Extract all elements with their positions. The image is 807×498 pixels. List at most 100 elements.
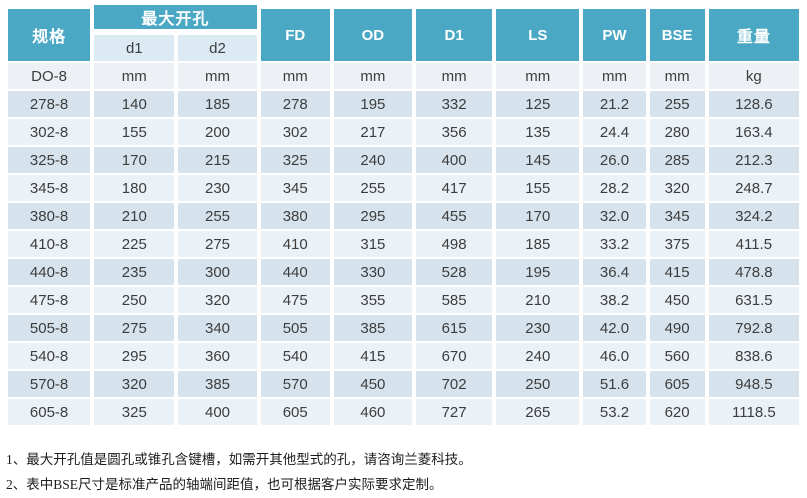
header-pw: PW xyxy=(583,9,646,61)
value-cell: 385 xyxy=(333,315,412,341)
value-cell: 460 xyxy=(333,399,412,425)
value-cell: 140 xyxy=(94,91,175,117)
value-cell: 1118.5 xyxy=(708,399,799,425)
value-cell: mm xyxy=(260,63,330,89)
value-cell: 702 xyxy=(416,371,493,397)
value-cell: 250 xyxy=(496,371,580,397)
value-cell: 315 xyxy=(333,231,412,257)
value-cell: 727 xyxy=(416,399,493,425)
value-cell: 33.2 xyxy=(583,231,646,257)
value-cell: 455 xyxy=(416,203,493,229)
value-cell: 248.7 xyxy=(708,175,799,201)
value-cell: 145 xyxy=(496,147,580,173)
value-cell: 325 xyxy=(260,147,330,173)
table-row: 475-8 250 320 475 355 585 210 38.2 450 631.5 xyxy=(8,287,799,313)
header-spec: 规格 xyxy=(8,9,91,61)
value-cell: 225 xyxy=(94,231,175,257)
value-cell: 345 xyxy=(649,203,705,229)
value-cell: 838.6 xyxy=(708,343,799,369)
spec-cell: 410-8 xyxy=(8,231,91,257)
value-cell: 478.8 xyxy=(708,259,799,285)
spec-cell: 302-8 xyxy=(8,119,91,145)
value-cell: 528 xyxy=(416,259,493,285)
value-cell: 415 xyxy=(649,259,705,285)
spec-cell: 570-8 xyxy=(8,371,91,397)
value-cell: 360 xyxy=(178,343,257,369)
value-cell: 51.6 xyxy=(583,371,646,397)
value-cell: 240 xyxy=(496,343,580,369)
spec-cell: 278-8 xyxy=(8,91,91,117)
header-row-2: d1 d2 xyxy=(8,35,799,61)
value-cell: 163.4 xyxy=(708,119,799,145)
table-row: 605-8 325 400 605 460 727 265 53.2 620 1118.5 xyxy=(8,399,799,425)
footnote-2: 2、表中BSE尺寸是标准产品的轴端间距值，也可根据客户实际要求定制。 xyxy=(6,477,443,492)
value-cell: 325 xyxy=(94,399,175,425)
value-cell: 195 xyxy=(333,91,412,117)
value-cell: 230 xyxy=(496,315,580,341)
value-cell: 255 xyxy=(649,91,705,117)
value-cell: 28.2 xyxy=(583,175,646,201)
value-cell: 285 xyxy=(649,147,705,173)
value-cell: 320 xyxy=(94,371,175,397)
value-cell: mm xyxy=(496,63,580,89)
value-cell: 400 xyxy=(416,147,493,173)
value-cell: 240 xyxy=(333,147,412,173)
spec-cell: 540-8 xyxy=(8,343,91,369)
value-cell: 570 xyxy=(260,371,330,397)
table-row: 278-8 140 185 278 195 332 125 21.2 255 128.6 xyxy=(8,91,799,117)
value-cell: 24.4 xyxy=(583,119,646,145)
value-cell: 215 xyxy=(178,147,257,173)
value-cell: 235 xyxy=(94,259,175,285)
spec-cell: 605-8 xyxy=(8,399,91,425)
value-cell: 275 xyxy=(178,231,257,257)
value-cell: 498 xyxy=(416,231,493,257)
value-cell: 615 xyxy=(416,315,493,341)
value-cell: kg xyxy=(708,63,799,89)
value-cell: 375 xyxy=(649,231,705,257)
spec-table: 规格 最大开孔 FD OD D1 LS PW BSE 重量 d1 d2 DO-8… xyxy=(4,5,803,427)
value-cell: 128.6 xyxy=(708,91,799,117)
value-cell: 475 xyxy=(260,287,330,313)
spec-cell: 505-8 xyxy=(8,315,91,341)
header-bse: BSE xyxy=(649,9,705,61)
value-cell: 36.4 xyxy=(583,259,646,285)
table-row: 570-8 320 385 570 450 702 250 51.6 605 948.5 xyxy=(8,371,799,397)
spec-cell: 325-8 xyxy=(8,147,91,173)
value-cell: 170 xyxy=(496,203,580,229)
value-cell: 380 xyxy=(260,203,330,229)
value-cell: mm xyxy=(94,63,175,89)
table-row: 345-8 180 230 345 255 417 155 28.2 320 248.7 xyxy=(8,175,799,201)
value-cell: 135 xyxy=(496,119,580,145)
value-cell: 278 xyxy=(260,91,330,117)
value-cell: 356 xyxy=(416,119,493,145)
header-fd: FD xyxy=(260,9,330,61)
value-cell: 38.2 xyxy=(583,287,646,313)
value-cell: 42.0 xyxy=(583,315,646,341)
value-cell: 210 xyxy=(496,287,580,313)
value-cell: 212.3 xyxy=(708,147,799,173)
value-cell: 948.5 xyxy=(708,371,799,397)
value-cell: 265 xyxy=(496,399,580,425)
table-row: 540-8 295 360 540 415 670 240 46.0 560 838.6 xyxy=(8,343,799,369)
header-max-opening: 最大开孔 xyxy=(94,5,257,29)
spec-cell: DO-8 xyxy=(8,63,91,89)
value-cell: 230 xyxy=(178,175,257,201)
value-cell: 324.2 xyxy=(708,203,799,229)
table-row: 325-8 170 215 325 240 400 145 26.0 285 212.3 xyxy=(8,147,799,173)
value-cell: 410 xyxy=(260,231,330,257)
value-cell: 440 xyxy=(260,259,330,285)
value-cell: 450 xyxy=(333,371,412,397)
value-cell: mm xyxy=(649,63,705,89)
footnotes: 1、最大开孔值是圆孔或锥孔含键槽，如需开其他型式的孔，请咨询兰菱科技。 2、表中… xyxy=(6,447,807,497)
value-cell: 620 xyxy=(649,399,705,425)
value-cell: 210 xyxy=(94,203,175,229)
value-cell: 670 xyxy=(416,343,493,369)
value-cell: 155 xyxy=(94,119,175,145)
value-cell: 385 xyxy=(178,371,257,397)
header-weight: 重量 xyxy=(708,9,799,61)
value-cell: 631.5 xyxy=(708,287,799,313)
value-cell: 185 xyxy=(496,231,580,257)
value-cell: 320 xyxy=(178,287,257,313)
value-cell: 400 xyxy=(178,399,257,425)
